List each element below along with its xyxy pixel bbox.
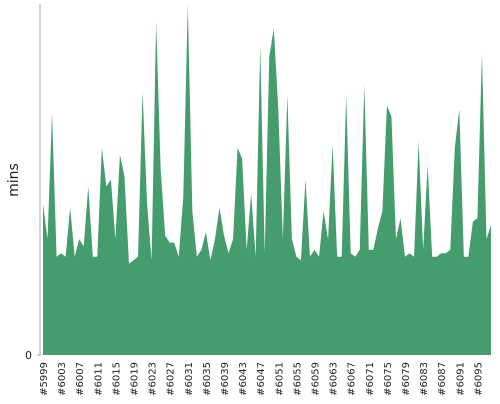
x-tick-label: #6047 <box>256 362 267 396</box>
x-tick-label: #6095 <box>473 362 484 396</box>
x-tick-label: #6079 <box>401 362 412 396</box>
y-axis-label: mins <box>6 163 22 197</box>
x-tick-label: #6007 <box>75 362 86 396</box>
x-tick-label: #6063 <box>329 362 340 396</box>
x-tick-label: #5999 <box>39 362 50 396</box>
x-tick-label: #6043 <box>238 362 249 396</box>
x-tick-label: #6023 <box>148 362 159 396</box>
x-tick-label: #6039 <box>220 362 231 396</box>
x-tick-label: #6035 <box>202 362 213 396</box>
x-tick-label: #6015 <box>111 362 122 396</box>
x-tick-label: #6019 <box>130 362 141 396</box>
x-tick-label: #6083 <box>419 362 430 396</box>
x-tick-label: #6059 <box>311 362 322 396</box>
x-tick-label: #6027 <box>166 362 177 396</box>
x-tick-label: #6011 <box>93 362 104 396</box>
x-tick-label: #6091 <box>455 362 466 396</box>
x-tick-label: #6087 <box>437 362 448 396</box>
y-tick-label: 0 <box>25 349 32 362</box>
x-tick-label: #6067 <box>347 362 358 396</box>
x-tick-label: #6055 <box>292 362 303 396</box>
area <box>43 4 491 355</box>
x-tick-label: #6075 <box>383 362 394 396</box>
x-tick-label: #6051 <box>274 362 285 396</box>
x-tick-label: #6003 <box>57 362 68 396</box>
x-tick-label: #6031 <box>184 362 195 396</box>
x-tick-label: #6071 <box>365 362 376 396</box>
